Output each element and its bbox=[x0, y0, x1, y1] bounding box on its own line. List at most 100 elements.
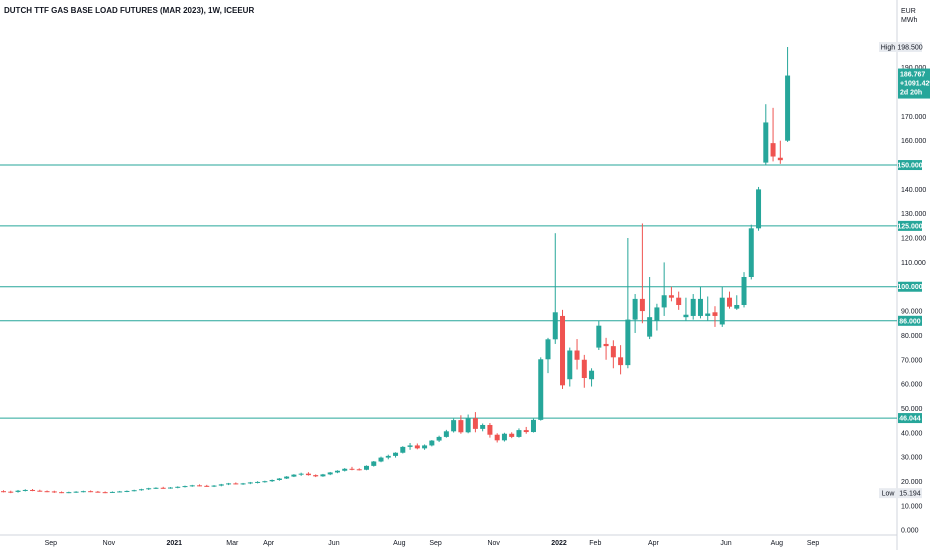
candle-down[interactable] bbox=[197, 485, 203, 487]
candle-up[interactable] bbox=[465, 418, 471, 433]
candle-up[interactable] bbox=[516, 430, 522, 437]
candle-up[interactable] bbox=[240, 483, 246, 485]
candle-up[interactable] bbox=[589, 370, 595, 380]
candle-down[interactable] bbox=[727, 297, 732, 307]
candle-down[interactable] bbox=[610, 346, 616, 358]
candle-down[interactable] bbox=[639, 298, 645, 312]
candle-down[interactable] bbox=[88, 491, 94, 493]
candle-down[interactable] bbox=[603, 343, 609, 347]
candle-down[interactable] bbox=[37, 490, 43, 492]
candle-up[interactable] bbox=[378, 457, 384, 462]
candle-up[interactable] bbox=[189, 485, 195, 487]
candle-up[interactable] bbox=[741, 277, 747, 305]
candle-up[interactable] bbox=[255, 481, 261, 483]
candle-down[interactable] bbox=[1, 491, 6, 493]
candle-up[interactable] bbox=[567, 350, 573, 380]
candle-up[interactable] bbox=[785, 75, 791, 141]
candle-down[interactable] bbox=[494, 434, 500, 441]
candle-down[interactable] bbox=[51, 491, 57, 493]
candle-up[interactable] bbox=[276, 478, 282, 480]
candle-up[interactable] bbox=[719, 297, 725, 325]
candle-up[interactable] bbox=[690, 298, 696, 316]
candle-up[interactable] bbox=[327, 472, 333, 475]
candle-up[interactable] bbox=[436, 436, 442, 441]
candle-down[interactable] bbox=[30, 489, 36, 491]
candle-up[interactable] bbox=[400, 446, 406, 453]
candle-up[interactable] bbox=[625, 319, 631, 366]
candle-up[interactable] bbox=[211, 485, 217, 487]
candle-up[interactable] bbox=[66, 492, 72, 494]
candle-up[interactable] bbox=[661, 295, 667, 308]
candle-up[interactable] bbox=[320, 474, 326, 477]
candle-up[interactable] bbox=[451, 420, 457, 432]
candle-up[interactable] bbox=[552, 312, 558, 340]
candle-down[interactable] bbox=[95, 491, 101, 493]
candle-up[interactable] bbox=[182, 486, 188, 488]
candle-up[interactable] bbox=[683, 314, 689, 318]
candle-down[interactable] bbox=[59, 492, 65, 494]
candle-up[interactable] bbox=[284, 476, 290, 479]
candle-up[interactable] bbox=[697, 298, 703, 316]
candle-down[interactable] bbox=[102, 492, 108, 494]
candle-up[interactable] bbox=[153, 487, 159, 489]
candle-up[interactable] bbox=[763, 122, 769, 163]
candle-down[interactable] bbox=[574, 350, 580, 360]
candle-up[interactable] bbox=[443, 431, 449, 437]
candle-up[interactable] bbox=[654, 307, 660, 321]
candle-down[interactable] bbox=[160, 487, 166, 489]
candle-up[interactable] bbox=[131, 490, 137, 492]
candle-up[interactable] bbox=[748, 228, 754, 277]
candle-up[interactable] bbox=[393, 452, 399, 456]
candle-up[interactable] bbox=[15, 490, 21, 492]
candle-up[interactable] bbox=[632, 298, 638, 320]
candle-up[interactable] bbox=[269, 479, 275, 482]
candle-down[interactable] bbox=[712, 312, 718, 316]
candle-down[interactable] bbox=[668, 295, 674, 298]
candle-down[interactable] bbox=[509, 433, 515, 437]
candle-up[interactable] bbox=[342, 468, 348, 471]
candle-up[interactable] bbox=[22, 489, 28, 491]
candle-up[interactable] bbox=[385, 455, 391, 458]
candle-down[interactable] bbox=[523, 430, 529, 433]
candle-up[interactable] bbox=[407, 445, 413, 447]
candle-up[interactable] bbox=[146, 488, 152, 490]
candle-up[interactable] bbox=[545, 339, 551, 360]
candle-up[interactable] bbox=[364, 465, 369, 470]
candle-down[interactable] bbox=[581, 359, 587, 379]
candle-up[interactable] bbox=[756, 189, 762, 229]
candle-up[interactable] bbox=[647, 317, 653, 337]
candle-down[interactable] bbox=[305, 473, 311, 476]
candle-up[interactable] bbox=[291, 474, 297, 477]
candle-down[interactable] bbox=[458, 420, 464, 433]
candle-up[interactable] bbox=[538, 359, 544, 420]
candle-up[interactable] bbox=[530, 419, 536, 433]
candle-up[interactable] bbox=[167, 487, 173, 489]
candle-up[interactable] bbox=[480, 424, 486, 429]
candle-up[interactable] bbox=[226, 483, 232, 485]
candle-down[interactable] bbox=[313, 475, 319, 477]
candle-up[interactable] bbox=[371, 461, 377, 466]
candle-up[interactable] bbox=[596, 325, 602, 348]
candle-down[interactable] bbox=[618, 357, 624, 366]
candle-down[interactable] bbox=[8, 491, 14, 493]
candle-up[interactable] bbox=[124, 490, 130, 492]
candle-down[interactable] bbox=[204, 485, 210, 487]
candle-down[interactable] bbox=[676, 297, 682, 305]
candle-up[interactable] bbox=[298, 473, 304, 475]
candle-up[interactable] bbox=[734, 304, 740, 309]
candle-up[interactable] bbox=[138, 489, 144, 491]
candle-up[interactable] bbox=[334, 470, 340, 473]
candle-up[interactable] bbox=[247, 482, 253, 484]
candle-down[interactable] bbox=[487, 424, 493, 435]
candle-up[interactable] bbox=[262, 481, 268, 483]
candle-down[interactable] bbox=[233, 483, 239, 485]
candle-down[interactable] bbox=[356, 469, 362, 471]
candle-up[interactable] bbox=[109, 491, 115, 493]
candle-up[interactable] bbox=[218, 484, 224, 486]
candle-up[interactable] bbox=[73, 491, 79, 493]
candle-up[interactable] bbox=[117, 491, 123, 493]
candle-up[interactable] bbox=[80, 491, 86, 493]
candle-up[interactable] bbox=[705, 313, 711, 316]
candle-down[interactable] bbox=[777, 157, 783, 161]
